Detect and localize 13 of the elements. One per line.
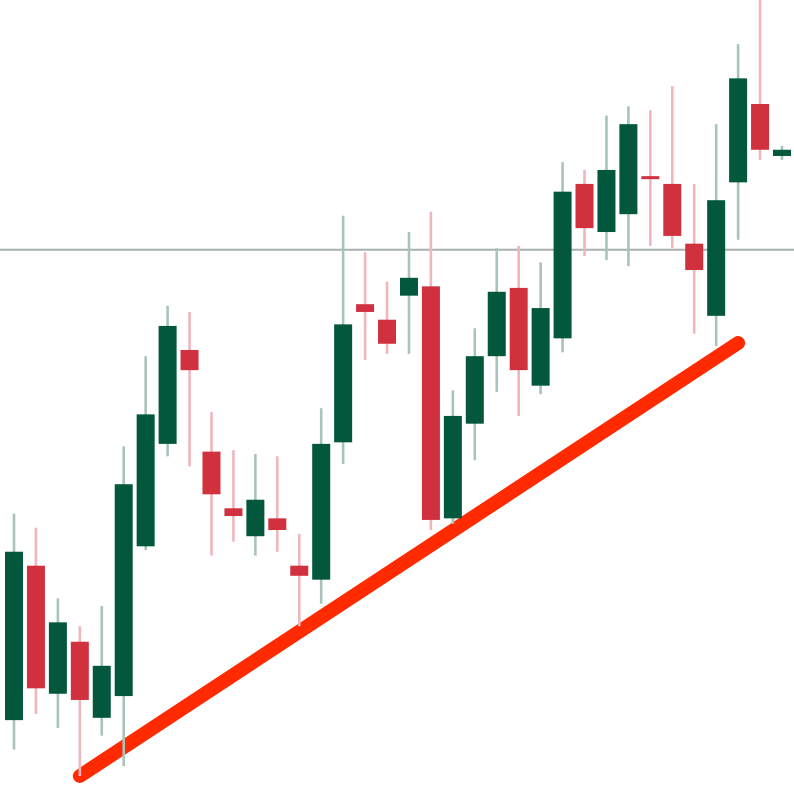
candlestick [685,182,704,335]
candlestick [641,108,660,248]
candlestick [751,0,770,162]
candlestick [180,310,199,468]
candlestick [224,448,243,543]
candlestick [202,410,221,557]
candlestick [575,168,594,258]
candlestick [290,532,309,628]
candlestick [268,454,287,554]
candlestick [246,452,265,557]
candlestick [399,230,418,356]
candlestick [356,250,375,362]
candlestick [378,280,397,356]
